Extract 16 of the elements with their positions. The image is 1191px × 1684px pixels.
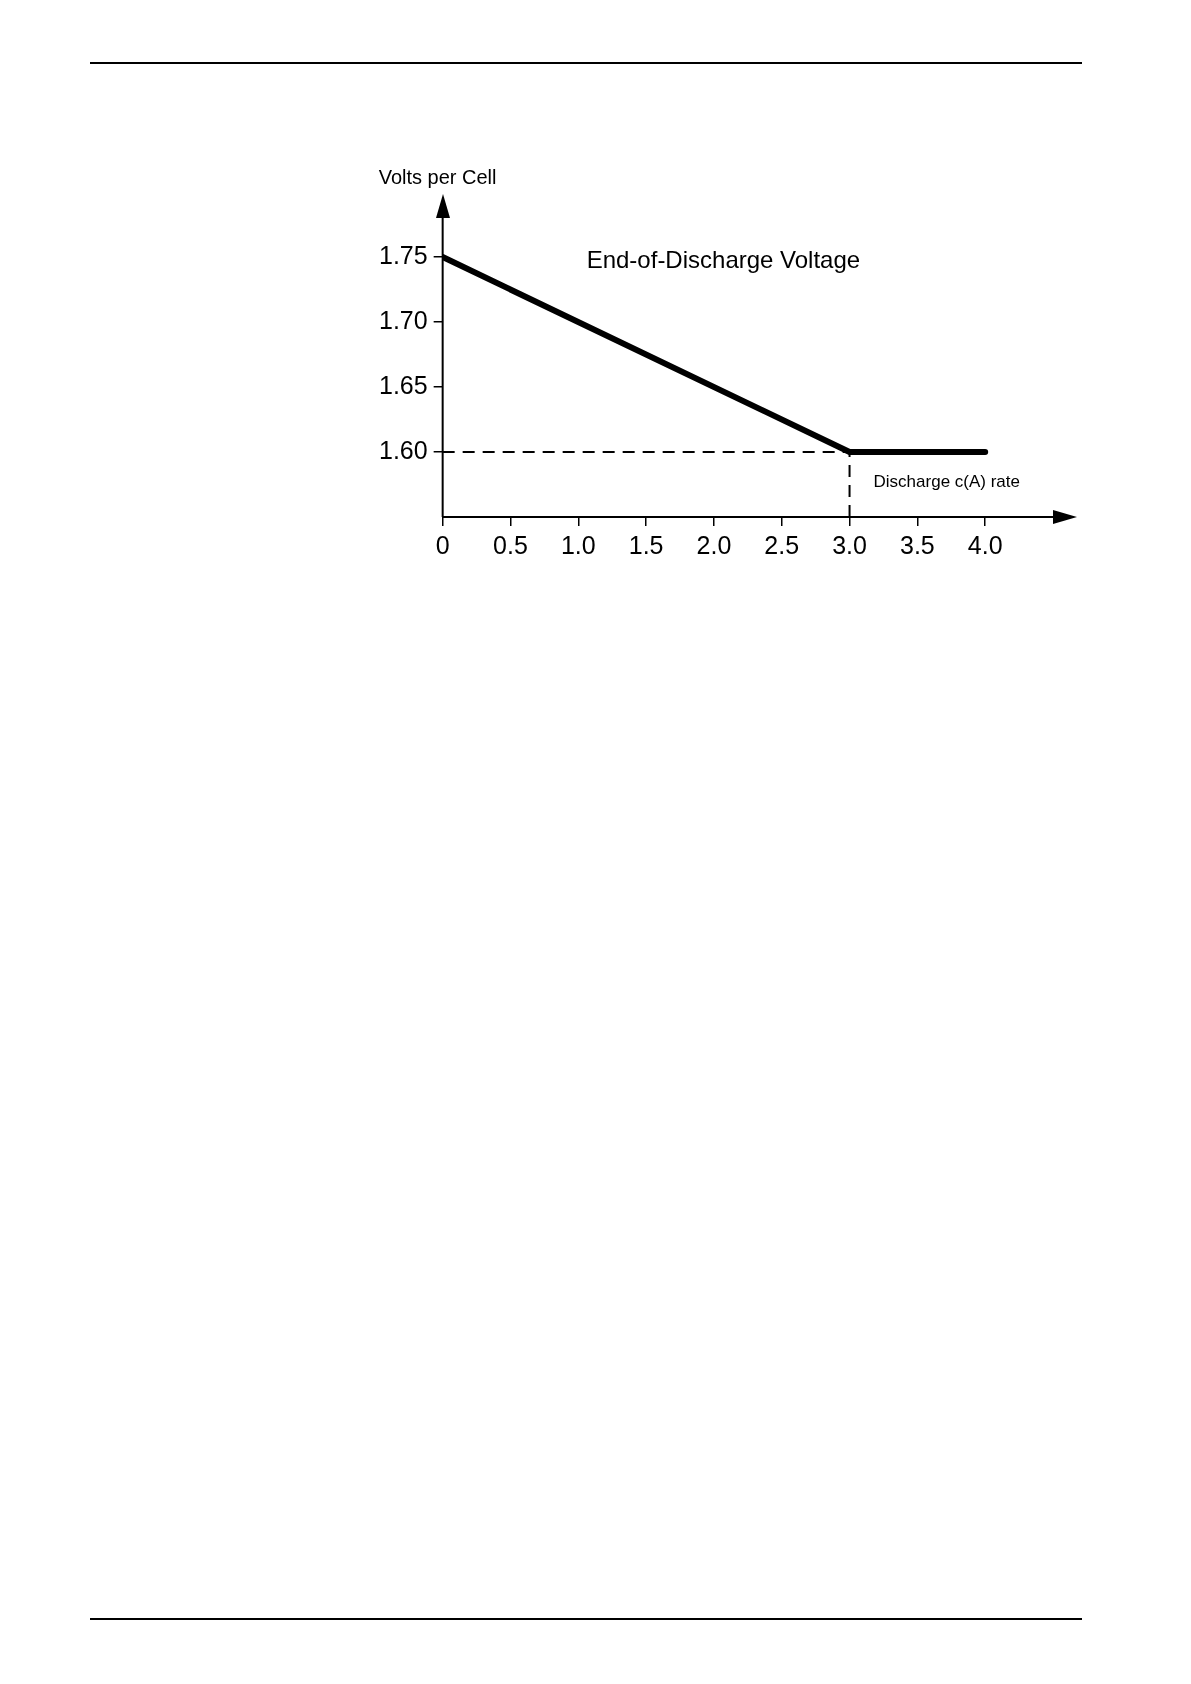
y-tick-label: 1.75 [378,240,428,269]
x-tick-label: 3.5 [899,530,935,559]
x-tick-label: 1.5 [628,530,664,559]
x-tick-label: 4.0 [967,530,1003,559]
x-tick-label: 2.5 [764,530,800,559]
x-axis-title: Discharge c(A) rate [873,472,1020,491]
y-tick-label: 1.65 [378,370,428,399]
x-tick-label: 0 [435,530,450,559]
x-tick-label: 2.0 [696,530,732,559]
y-axis-title: Volts per Cell [378,166,497,188]
y-tick-label: 1.60 [378,435,428,464]
x-tick-label: 0.5 [493,530,528,559]
x-tick-label: 1.0 [560,530,596,559]
y-tick-label: 1.70 [378,305,428,334]
text: End-of-Discharge Voltage [586,246,861,273]
x-tick-label: 3.0 [832,530,867,559]
